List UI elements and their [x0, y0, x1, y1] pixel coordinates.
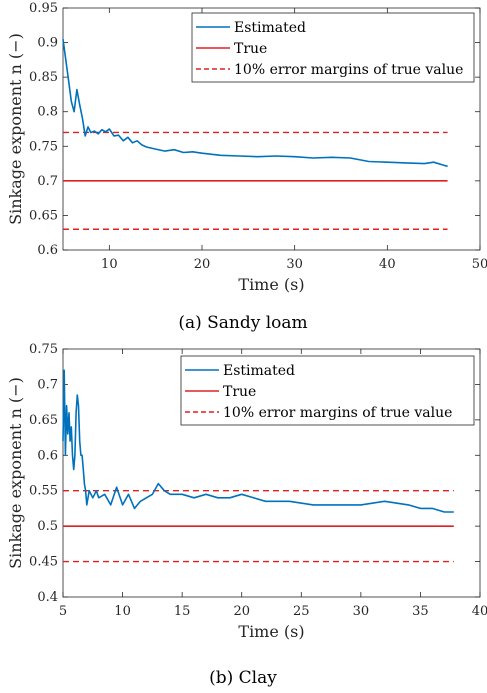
figure-caption: (a) Sandy loam — [178, 313, 307, 333]
y-tick-label: 0.55 — [29, 484, 58, 499]
x-tick-label: 50 — [472, 257, 487, 272]
legend-label: Estimated — [223, 363, 295, 379]
x-tick-label: 25 — [293, 604, 310, 619]
estimated-series-line — [62, 38, 448, 168]
legend-label: True — [234, 41, 267, 57]
estimated-series-line — [62, 369, 454, 513]
x-tick-label: 20 — [233, 604, 250, 619]
figure-caption: (b) Clay — [209, 668, 277, 688]
y-tick-label: 0.95 — [29, 1, 58, 16]
y-tick-label: 0.9 — [37, 36, 58, 51]
x-tick-label: 10 — [114, 604, 131, 619]
legend-label: 10% error margins of true value — [223, 405, 452, 421]
legend-box — [180, 355, 475, 426]
x-tick-label: 15 — [174, 604, 191, 619]
x-tick-label: 35 — [412, 604, 429, 619]
x-tick-label: 10 — [101, 257, 118, 272]
y-tick-label: 0.45 — [29, 555, 58, 570]
y-tick-label: 0.7 — [37, 174, 58, 189]
y-tick-label: 0.65 — [29, 413, 58, 428]
y-tick-label: 0.5 — [37, 519, 58, 534]
y-tick-label: 0.7 — [37, 377, 58, 392]
x-tick-label: 40 — [472, 604, 487, 619]
y-tick-label: 0.8 — [37, 105, 58, 120]
chart-panel-clay: 0.4 0.45 0.5 0.55 0.6 0.65 0.7 0.75 5 10 15 20 25 30 3… — [6, 342, 487, 688]
y-tick-label: 0.4 — [37, 590, 58, 605]
y-tick-label: 0.6 — [37, 448, 58, 463]
x-tick-label: 20 — [194, 257, 211, 272]
y-tick-label: 0.75 — [29, 139, 58, 154]
legend-label: 10% error margins of true value — [234, 62, 463, 78]
legend-label: True — [223, 384, 256, 400]
chart-panel-sandy-loam: 0.6 0.65 0.7 0.75 0.8 0.85 0.9 0.95 10 20 30 40 50 Ti… — [6, 1, 487, 333]
x-tick-label: 40 — [379, 257, 396, 272]
y-axis-label: Sinkage exponent n (−) — [6, 377, 25, 569]
y-axis-label: Sinkage exponent n (−) — [6, 33, 25, 225]
y-tick-label: 0.65 — [29, 208, 58, 223]
legend-box — [191, 12, 475, 83]
x-tick-label: 30 — [286, 257, 303, 272]
x-axis-label: Time (s) — [238, 275, 304, 294]
x-tick-label: 30 — [353, 604, 370, 619]
y-tick-label: 0.6 — [37, 243, 58, 258]
y-tick-label: 0.75 — [29, 342, 58, 357]
legend-label: Estimated — [234, 20, 306, 36]
x-tick-label: 5 — [59, 604, 67, 619]
x-axis-label: Time (s) — [238, 622, 304, 641]
y-tick-label: 0.85 — [29, 70, 58, 85]
